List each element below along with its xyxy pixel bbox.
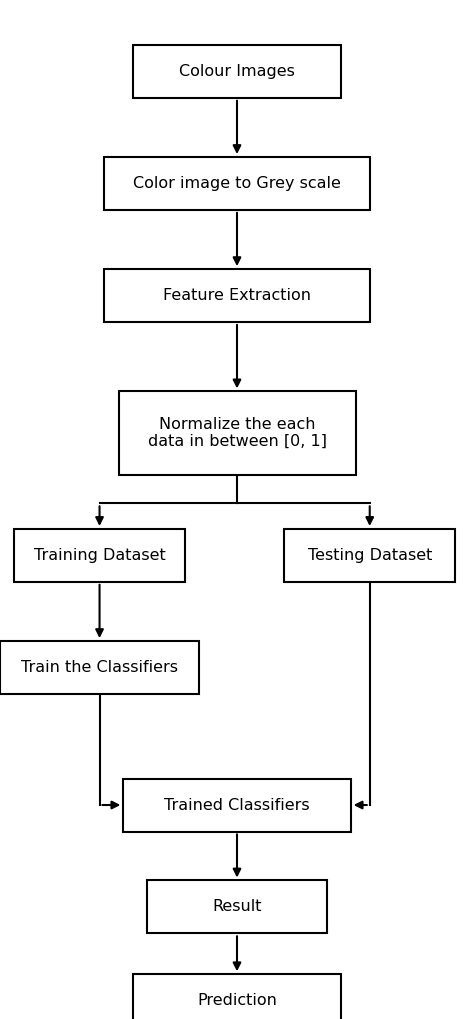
FancyBboxPatch shape bbox=[133, 974, 341, 1019]
Text: Feature Extraction: Feature Extraction bbox=[163, 288, 311, 303]
Text: Trained Classifiers: Trained Classifiers bbox=[164, 798, 310, 812]
Text: Normalize the each
data in between [0, 1]: Normalize the each data in between [0, 1… bbox=[147, 417, 327, 449]
FancyBboxPatch shape bbox=[118, 391, 356, 475]
Text: Testing Dataset: Testing Dataset bbox=[308, 548, 432, 562]
Text: Prediction: Prediction bbox=[197, 994, 277, 1008]
FancyBboxPatch shape bbox=[104, 269, 370, 322]
Text: Result: Result bbox=[212, 900, 262, 914]
FancyBboxPatch shape bbox=[133, 45, 341, 98]
Text: Colour Images: Colour Images bbox=[179, 64, 295, 78]
FancyBboxPatch shape bbox=[0, 641, 199, 694]
FancyBboxPatch shape bbox=[147, 880, 327, 933]
FancyBboxPatch shape bbox=[123, 779, 351, 832]
Text: Train the Classifiers: Train the Classifiers bbox=[21, 660, 178, 675]
Text: Color image to Grey scale: Color image to Grey scale bbox=[133, 176, 341, 191]
FancyBboxPatch shape bbox=[104, 157, 370, 210]
FancyBboxPatch shape bbox=[14, 529, 185, 582]
FancyBboxPatch shape bbox=[284, 529, 455, 582]
Text: Training Dataset: Training Dataset bbox=[34, 548, 165, 562]
